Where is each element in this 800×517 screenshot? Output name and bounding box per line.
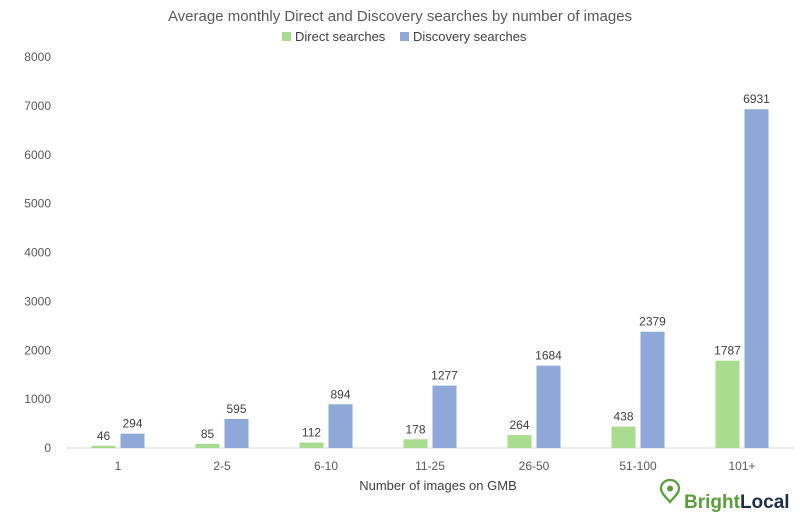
data-label-direct: 46 xyxy=(97,429,111,443)
data-label-discovery: 2379 xyxy=(639,315,666,329)
bar-discovery xyxy=(536,365,561,448)
data-label-direct: 1787 xyxy=(714,344,741,358)
y-tick-label: 8000 xyxy=(24,50,51,64)
bar-discovery xyxy=(640,331,665,448)
data-label-direct: 178 xyxy=(405,422,425,436)
y-axis: 0 1000 2000 3000 4000 5000 6000 7000 8000 xyxy=(24,50,51,455)
y-tick-label: 6000 xyxy=(24,148,51,162)
brand-name-local: Local xyxy=(740,492,790,513)
x-tick-label: 11-25 xyxy=(415,459,445,473)
legend: Direct searches Discovery searches xyxy=(282,29,527,44)
x-axis-title: Number of images on GMB xyxy=(359,478,517,493)
y-tick-label: 1000 xyxy=(24,392,51,406)
bar-direct xyxy=(299,442,324,448)
x-tick-label: 2-5 xyxy=(213,459,231,473)
chart-title: Average monthly Direct and Discovery sea… xyxy=(168,8,632,25)
bar-discovery xyxy=(120,433,145,448)
y-tick-label: 2000 xyxy=(24,343,51,357)
legend-label-direct: Direct searches xyxy=(295,29,386,44)
x-tick-label: 51-100 xyxy=(619,459,657,473)
bar-discovery xyxy=(744,109,769,448)
brand-logo: BrightLocal xyxy=(659,478,790,513)
bar-discovery xyxy=(224,418,249,448)
map-pin-icon xyxy=(659,478,681,504)
x-tick-label: 101+ xyxy=(728,459,755,473)
data-label-discovery: 1684 xyxy=(535,349,562,363)
bar-direct xyxy=(507,435,532,448)
data-label-direct: 264 xyxy=(509,418,529,432)
data-label-discovery: 6931 xyxy=(743,92,770,106)
data-label-direct: 112 xyxy=(302,426,321,440)
x-tick-label: 1 xyxy=(115,459,122,473)
brand-name: BrightLocal xyxy=(684,492,790,513)
x-tick-label: 26-50 xyxy=(519,459,550,473)
data-label-discovery: 595 xyxy=(226,402,246,416)
data-label-direct: 438 xyxy=(613,410,633,424)
bar-direct xyxy=(403,439,428,448)
bar-direct xyxy=(195,443,220,448)
legend-swatch-discovery xyxy=(400,32,409,41)
y-tick-label: 4000 xyxy=(24,246,51,260)
data-label-discovery: 894 xyxy=(330,387,350,401)
data-label-direct: 85 xyxy=(201,427,215,441)
x-tick-label: 6-10 xyxy=(314,459,338,473)
y-tick-label: 5000 xyxy=(24,197,51,211)
bar-direct xyxy=(91,445,116,448)
data-label-discovery: 1277 xyxy=(431,369,458,383)
x-axis: 1 2-5 6-10 11-25 26-50 51-100 101+ xyxy=(115,459,756,473)
bar-discovery xyxy=(432,385,457,448)
legend-swatch-direct xyxy=(282,32,291,41)
data-label-discovery: 294 xyxy=(122,417,142,431)
y-tick-label: 7000 xyxy=(24,99,51,113)
bars: 46 294 85 595 112 894 178 1277 264 1684 438 2379 178… xyxy=(91,92,770,448)
brand-name-bright: Bright xyxy=(684,492,741,513)
legend-label-discovery: Discovery searches xyxy=(413,29,527,44)
y-tick-label: 0 xyxy=(44,441,51,455)
bar-direct xyxy=(611,426,636,448)
y-tick-label: 3000 xyxy=(24,294,51,308)
bar-discovery xyxy=(328,404,353,448)
bar-direct xyxy=(715,360,740,448)
